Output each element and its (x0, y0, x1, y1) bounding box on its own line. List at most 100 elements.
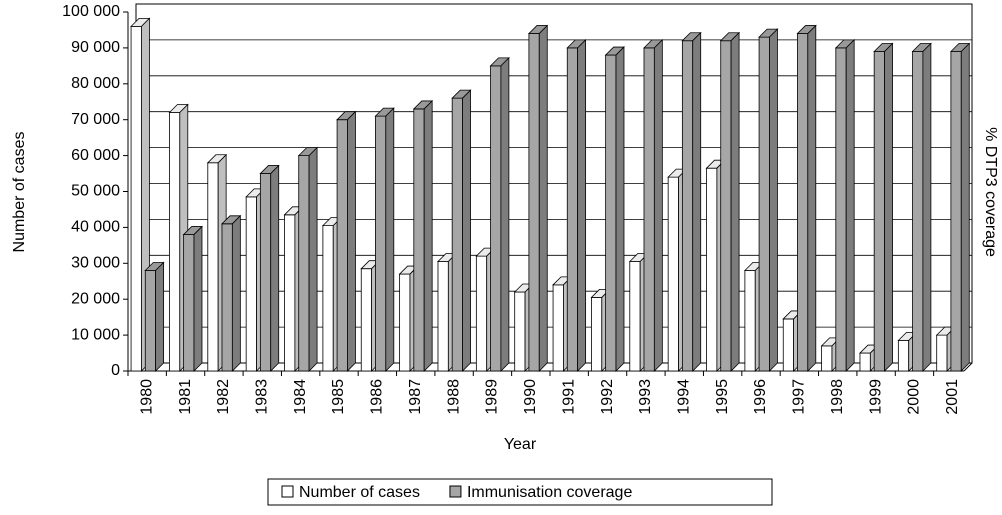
bar (667, 176, 679, 372)
bar (399, 273, 411, 372)
bar (566, 47, 579, 372)
bar-group (259, 164, 280, 372)
bar-group (182, 225, 203, 372)
bar-group (949, 42, 971, 372)
bar (183, 234, 195, 372)
bar (629, 261, 641, 372)
bar-group (834, 38, 856, 372)
bar (859, 352, 871, 372)
legend-label: Number of cases (299, 484, 420, 501)
x-tick-label: 1997 (791, 379, 808, 415)
bar (912, 51, 924, 372)
bar-side (692, 31, 702, 372)
bar (782, 318, 795, 372)
bar (758, 36, 770, 372)
y-tick-label: 100 000 (62, 3, 120, 20)
bar-side (577, 38, 587, 372)
bar-side (807, 24, 817, 372)
bar (336, 119, 348, 372)
x-tick-label: 1990 (522, 379, 539, 415)
bar (259, 173, 272, 372)
bar-side (538, 24, 548, 372)
bar-group (527, 24, 549, 372)
bar-group (412, 99, 434, 372)
y-tick-label: 60 000 (71, 147, 120, 164)
legend-box (267, 478, 773, 506)
bar-side (960, 42, 970, 372)
bar-side (730, 31, 740, 372)
x-tick-label: 1981 (177, 379, 194, 415)
bar-side (884, 42, 893, 372)
bar-group (796, 24, 817, 372)
y2-axis-title: % DTP3 coverage (982, 127, 999, 257)
legend-swatch (449, 485, 462, 498)
x-tick-label: 1988 (445, 379, 462, 415)
bar (643, 47, 655, 372)
bar-side (462, 89, 471, 372)
bar-side (423, 99, 433, 372)
y-tick-label: 0 (111, 362, 120, 379)
bar (298, 155, 310, 372)
bar (284, 214, 296, 372)
x-tick-label: 1993 (637, 379, 654, 415)
bar (720, 40, 732, 372)
bar (360, 268, 373, 372)
bar-side (155, 261, 165, 372)
bar-group (374, 107, 395, 372)
x-tick-label: 1992 (599, 379, 616, 415)
bar (706, 167, 718, 372)
bar (130, 25, 142, 372)
x-tick-label: 1985 (330, 379, 347, 415)
bar-side (769, 28, 778, 372)
y-tick-label: 70 000 (71, 111, 120, 128)
bar-group (681, 31, 702, 372)
x-tick-label: 1986 (369, 379, 386, 415)
bar (873, 51, 885, 372)
bar (591, 297, 603, 372)
bar-group (873, 42, 894, 372)
y-tick-label: 30 000 (71, 255, 120, 272)
bar-group (336, 110, 357, 372)
y-tick-label: 90 000 (71, 39, 120, 56)
bar-group (911, 42, 932, 372)
legend-label: Immunisation coverage (467, 484, 633, 501)
y-tick-label: 80 000 (71, 75, 120, 92)
x-tick-label: 1998 (829, 379, 846, 415)
bar-side (653, 38, 663, 372)
y-tick-label: 40 000 (71, 219, 120, 236)
bar-group (604, 46, 625, 372)
bar (245, 196, 257, 372)
x-tick-label: 1987 (407, 379, 424, 415)
x-tick-label: 1982 (215, 379, 232, 415)
bar (605, 54, 617, 372)
x-tick-label: 2000 (906, 379, 923, 415)
bar (375, 115, 387, 372)
bar (490, 65, 502, 372)
bar (897, 340, 910, 372)
bar (681, 40, 694, 372)
bar (322, 225, 334, 372)
x-axis-title: Year (504, 436, 537, 453)
x-tick-label: 1996 (752, 379, 769, 415)
bar-side (922, 42, 932, 372)
bar (413, 108, 425, 372)
bar-group (719, 31, 741, 372)
bar-side (615, 46, 625, 372)
bar (451, 97, 463, 372)
bar-group (144, 261, 165, 372)
bar (207, 162, 219, 372)
bar (221, 223, 233, 372)
x-tick-label: 1995 (714, 379, 731, 415)
bar (797, 33, 809, 372)
legend-swatch (281, 485, 294, 498)
bar (744, 270, 756, 372)
bar (821, 345, 833, 372)
floor-edge (963, 362, 973, 372)
x-tick-label: 1994 (675, 379, 692, 415)
bar-group (566, 38, 587, 372)
x-tick-label: 1984 (292, 379, 309, 415)
bar-side (500, 56, 510, 372)
bar-side (193, 225, 203, 372)
bar-group (758, 28, 779, 372)
